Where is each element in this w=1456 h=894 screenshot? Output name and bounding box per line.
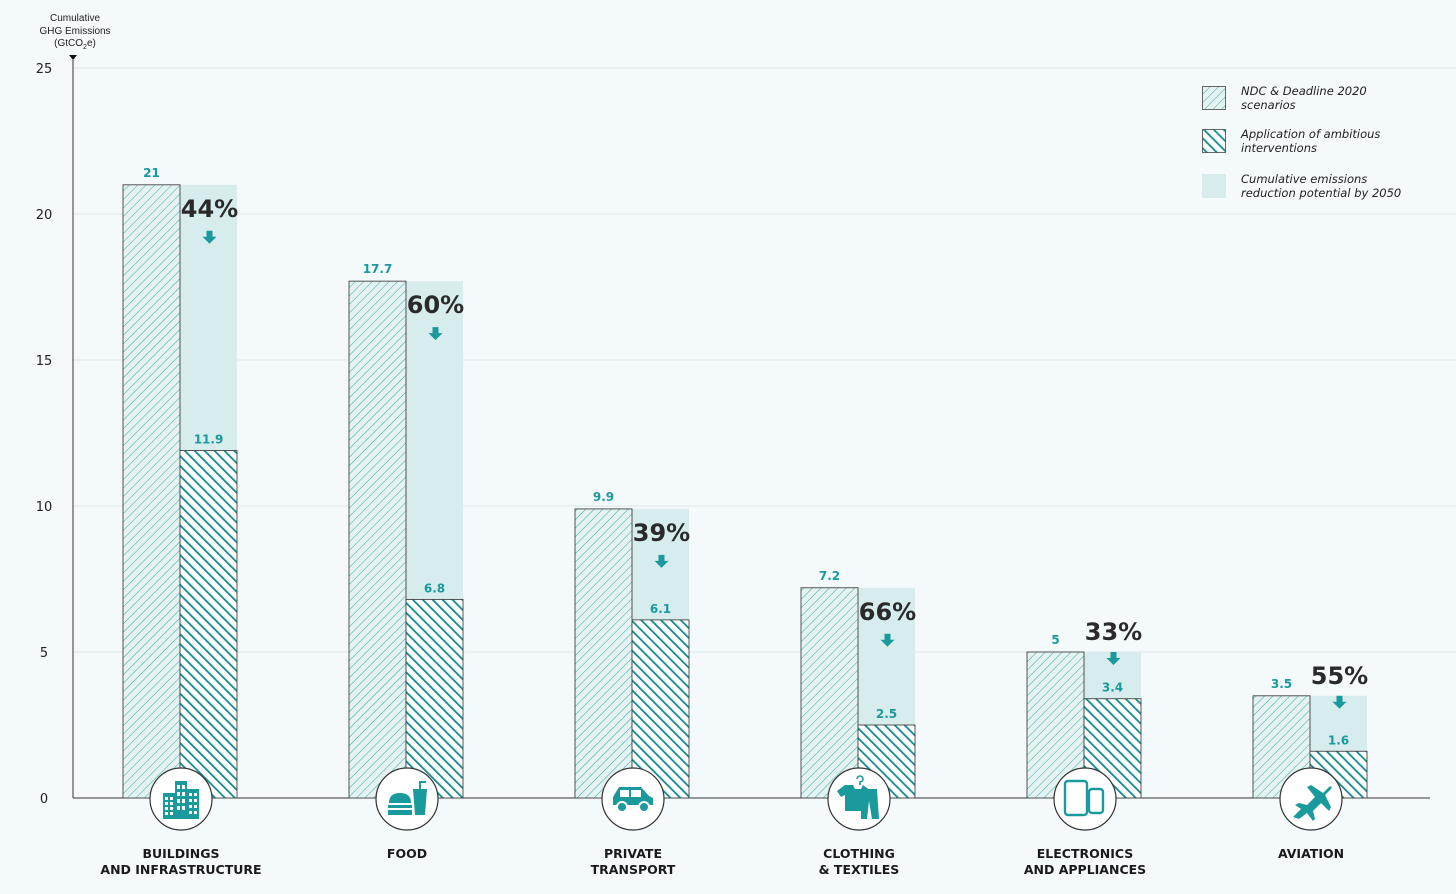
bar-ambitious [631, 619, 690, 799]
airplane-icon [1279, 767, 1343, 831]
category-label: AVIATION [1278, 846, 1344, 861]
down-arrow-icon [1106, 652, 1121, 665]
grid-lines [73, 67, 1456, 653]
bar-ambitious [179, 450, 238, 799]
category-label: TRANSPORT [591, 862, 676, 877]
bar-ndc [574, 508, 633, 799]
y-tick-label: 20 [36, 208, 53, 223]
y-tick-label: 10 [36, 500, 53, 515]
category-label: FOOD [387, 846, 427, 861]
reduction-percent: 66% [859, 598, 916, 626]
reduction-percent: 33% [1085, 618, 1142, 646]
data-label-ambitious: 1.6 [1328, 733, 1349, 747]
legend-item-ndc: NDC & Deadline 2020 scenarios [1202, 84, 1421, 112]
reduction-band [858, 587, 915, 725]
legend-label: NDC & Deadline 2020 scenarios [1241, 84, 1367, 112]
legend-label: Application of ambitious interventions [1241, 127, 1381, 155]
category-label: AND APPLIANCES [1024, 862, 1146, 877]
legend-swatch-light-hatch [1202, 86, 1226, 110]
y-tick-label: 15 [36, 354, 53, 369]
data-label-ndc: 5 [1051, 633, 1059, 647]
axes [69, 55, 1430, 799]
data-label-ndc: 17.7 [363, 262, 393, 276]
bars [122, 184, 1368, 799]
category-label: ELECTRONICS [1037, 846, 1134, 861]
bar-ambitious [405, 598, 464, 799]
reduction-percent: 44% [181, 195, 238, 223]
y-axis-title-line: (GtCO2e) [54, 38, 96, 51]
category-label: AND INFRASTRUCTURE [100, 862, 261, 877]
data-label-ambitious: 2.5 [876, 707, 897, 721]
reduction-percent: 60% [407, 291, 464, 319]
bar-ndc [348, 280, 407, 799]
category-icons [149, 767, 1343, 831]
clothing-icon [827, 767, 891, 831]
y-tick-label: 5 [40, 646, 48, 661]
data-label-ambitious: 6.8 [424, 581, 445, 595]
data-label-ambitious: 6.1 [650, 602, 671, 616]
data-label-ndc: 3.5 [1271, 677, 1292, 691]
y-axis-title-line: Cumulative [49, 13, 101, 24]
bar-ndc [122, 184, 181, 799]
legend-item-reduction: Cumulative emissions reduction potential… [1202, 172, 1421, 200]
car-icon [601, 767, 665, 831]
y-axis-arrow [69, 55, 77, 60]
down-arrow-icon [880, 633, 895, 647]
y-tick-label: 25 [36, 62, 53, 77]
legend-swatch-light-fill [1202, 174, 1226, 198]
legend-label: Cumulative emissions reduction potential… [1241, 172, 1402, 200]
down-arrow-icon [428, 327, 443, 341]
y-tick-label: 0 [40, 792, 48, 807]
y-axis-title: Cumulative GHG Emissions (GtCO2e) [30, 13, 120, 55]
down-arrow-icon [1332, 695, 1347, 709]
category-label: BUILDINGS [142, 846, 219, 861]
data-label-ambitious: 3.4 [1102, 681, 1123, 695]
data-label-ndc: 9.9 [593, 490, 614, 504]
buildings-icon [149, 767, 213, 831]
category-label: CLOTHING [823, 846, 895, 861]
reduction-band [180, 184, 237, 451]
reduction-percent: 55% [1311, 662, 1368, 690]
data-label-ndc: 21 [143, 166, 160, 180]
data-label-ndc: 7.2 [819, 569, 840, 583]
reduction-percent: 39% [633, 519, 690, 547]
y-axis-title-line: GHG Emissions [39, 25, 111, 37]
legend-swatch-dark-hatch [1202, 129, 1226, 153]
devices-icon [1053, 767, 1117, 831]
category-label: PRIVATE [604, 846, 662, 861]
food-icon [375, 767, 439, 831]
category-label: & TEXTILES [819, 862, 900, 877]
down-arrow-icon [202, 230, 217, 244]
down-arrow-icon [654, 554, 669, 568]
bar-ndc [800, 587, 859, 799]
legend-item-ambitious: Application of ambitious interventions [1202, 127, 1421, 155]
data-label-ambitious: 11.9 [194, 433, 224, 447]
